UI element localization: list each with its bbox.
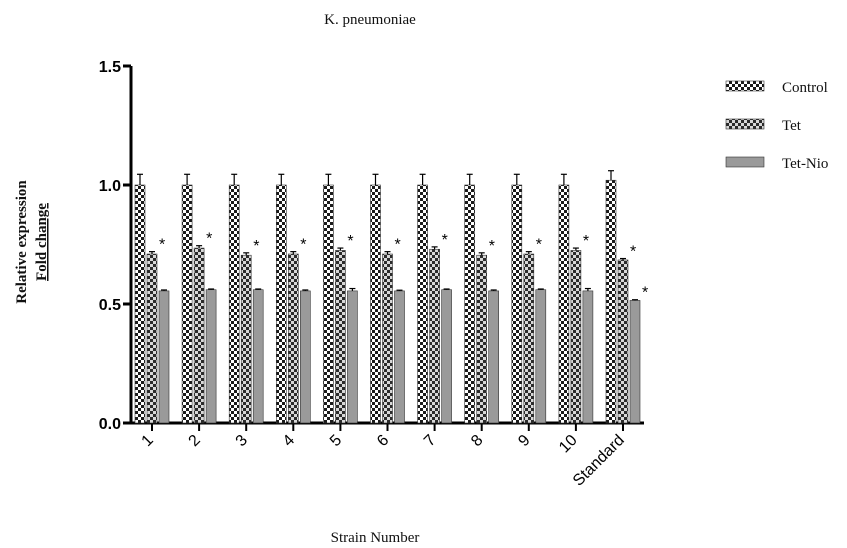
chart-title: K. pneumoniae xyxy=(324,12,416,28)
bar xyxy=(605,179,617,424)
x-tick-label: 6 xyxy=(374,432,392,450)
y-axis: 0.0 0.5 1.0 1.5 xyxy=(99,59,133,433)
significance-marker: * xyxy=(206,231,212,248)
x-tick-label: 5 xyxy=(327,432,345,450)
bar-group: * xyxy=(558,173,594,424)
legend-swatch xyxy=(725,118,765,130)
x-tick-label: 2 xyxy=(186,432,204,450)
significance-marker: * xyxy=(395,237,401,254)
bar-group: * xyxy=(275,173,311,424)
legend-label: Control xyxy=(782,80,828,96)
bar xyxy=(252,289,264,424)
bar xyxy=(370,184,381,424)
legend-item: Tet-Nio xyxy=(725,156,828,172)
bar-group: * xyxy=(323,173,358,424)
significance-marker: * xyxy=(642,285,648,302)
x-tick-label: 9 xyxy=(515,432,533,450)
y-tick-label: 0.0 xyxy=(99,416,121,433)
bar xyxy=(523,253,535,424)
bar xyxy=(299,290,311,424)
bar xyxy=(323,184,334,424)
bar xyxy=(617,259,629,424)
bar xyxy=(429,248,440,424)
bar xyxy=(146,253,158,424)
y-axis-label: Relative expression Fold change xyxy=(14,180,50,304)
bar xyxy=(240,254,252,424)
bar-group: * xyxy=(464,173,500,424)
x-tick-label: 4 xyxy=(280,432,298,450)
bar xyxy=(134,184,146,424)
x-tick-label: 8 xyxy=(468,432,486,450)
bar xyxy=(629,300,641,424)
significance-marker: * xyxy=(442,232,448,249)
bar-group: * xyxy=(370,173,405,424)
bar xyxy=(558,184,570,424)
significance-marker: * xyxy=(159,237,165,254)
significance-marker: * xyxy=(489,238,495,255)
significance-marker: * xyxy=(253,238,259,255)
significance-marker: * xyxy=(583,233,589,250)
legend: Control Tet Tet-Nio xyxy=(725,80,828,172)
bar xyxy=(570,250,582,424)
bar xyxy=(511,184,523,424)
significance-marker: * xyxy=(630,244,636,261)
bar xyxy=(205,289,217,424)
y-tick-label: 1.5 xyxy=(99,59,121,76)
legend-label: Tet xyxy=(782,118,802,134)
legend-item: Control xyxy=(725,80,828,96)
bar xyxy=(441,289,452,424)
bar xyxy=(394,290,405,424)
bar xyxy=(181,184,193,424)
x-tick-label: 3 xyxy=(233,432,251,450)
x-tick-label: 1 xyxy=(139,432,157,450)
y-tick-label: 1.0 xyxy=(99,178,121,195)
bar xyxy=(158,290,170,424)
bar-group: ** xyxy=(605,170,648,424)
bar xyxy=(488,290,500,424)
bar xyxy=(476,254,488,424)
significance-marker: * xyxy=(536,237,542,254)
bar xyxy=(417,184,428,424)
legend-swatch xyxy=(725,156,765,168)
x-tick-label: 7 xyxy=(421,432,439,450)
bar xyxy=(582,290,594,424)
bar-group: * xyxy=(511,173,547,424)
x-tick-label: 10 xyxy=(556,432,581,457)
legend-swatch xyxy=(725,80,765,92)
bar xyxy=(535,289,547,424)
bar-group: * xyxy=(134,173,170,424)
y-axis-label-line2: Fold change xyxy=(34,203,50,281)
bar-groups: * * * * * * * * * *** xyxy=(134,170,648,424)
x-axis-label: Strain Number xyxy=(331,530,420,546)
legend-label: Tet-Nio xyxy=(782,156,828,172)
bar xyxy=(287,253,299,424)
legend-item: Tet xyxy=(725,118,802,134)
bar-group: * xyxy=(181,173,217,424)
bar xyxy=(275,184,287,424)
y-tick-label: 0.5 xyxy=(99,297,121,314)
bar xyxy=(335,250,346,424)
bar xyxy=(464,184,476,424)
significance-marker: * xyxy=(300,237,306,254)
bar-group: * xyxy=(417,173,452,424)
bar xyxy=(347,290,358,424)
bar-group: * xyxy=(228,173,264,424)
significance-marker: * xyxy=(347,233,353,250)
bar xyxy=(228,184,240,424)
bar xyxy=(382,253,393,424)
x-tick-label: Standard xyxy=(570,432,628,490)
y-axis-label-line1: Relative expression xyxy=(14,180,30,304)
bar xyxy=(193,247,205,424)
